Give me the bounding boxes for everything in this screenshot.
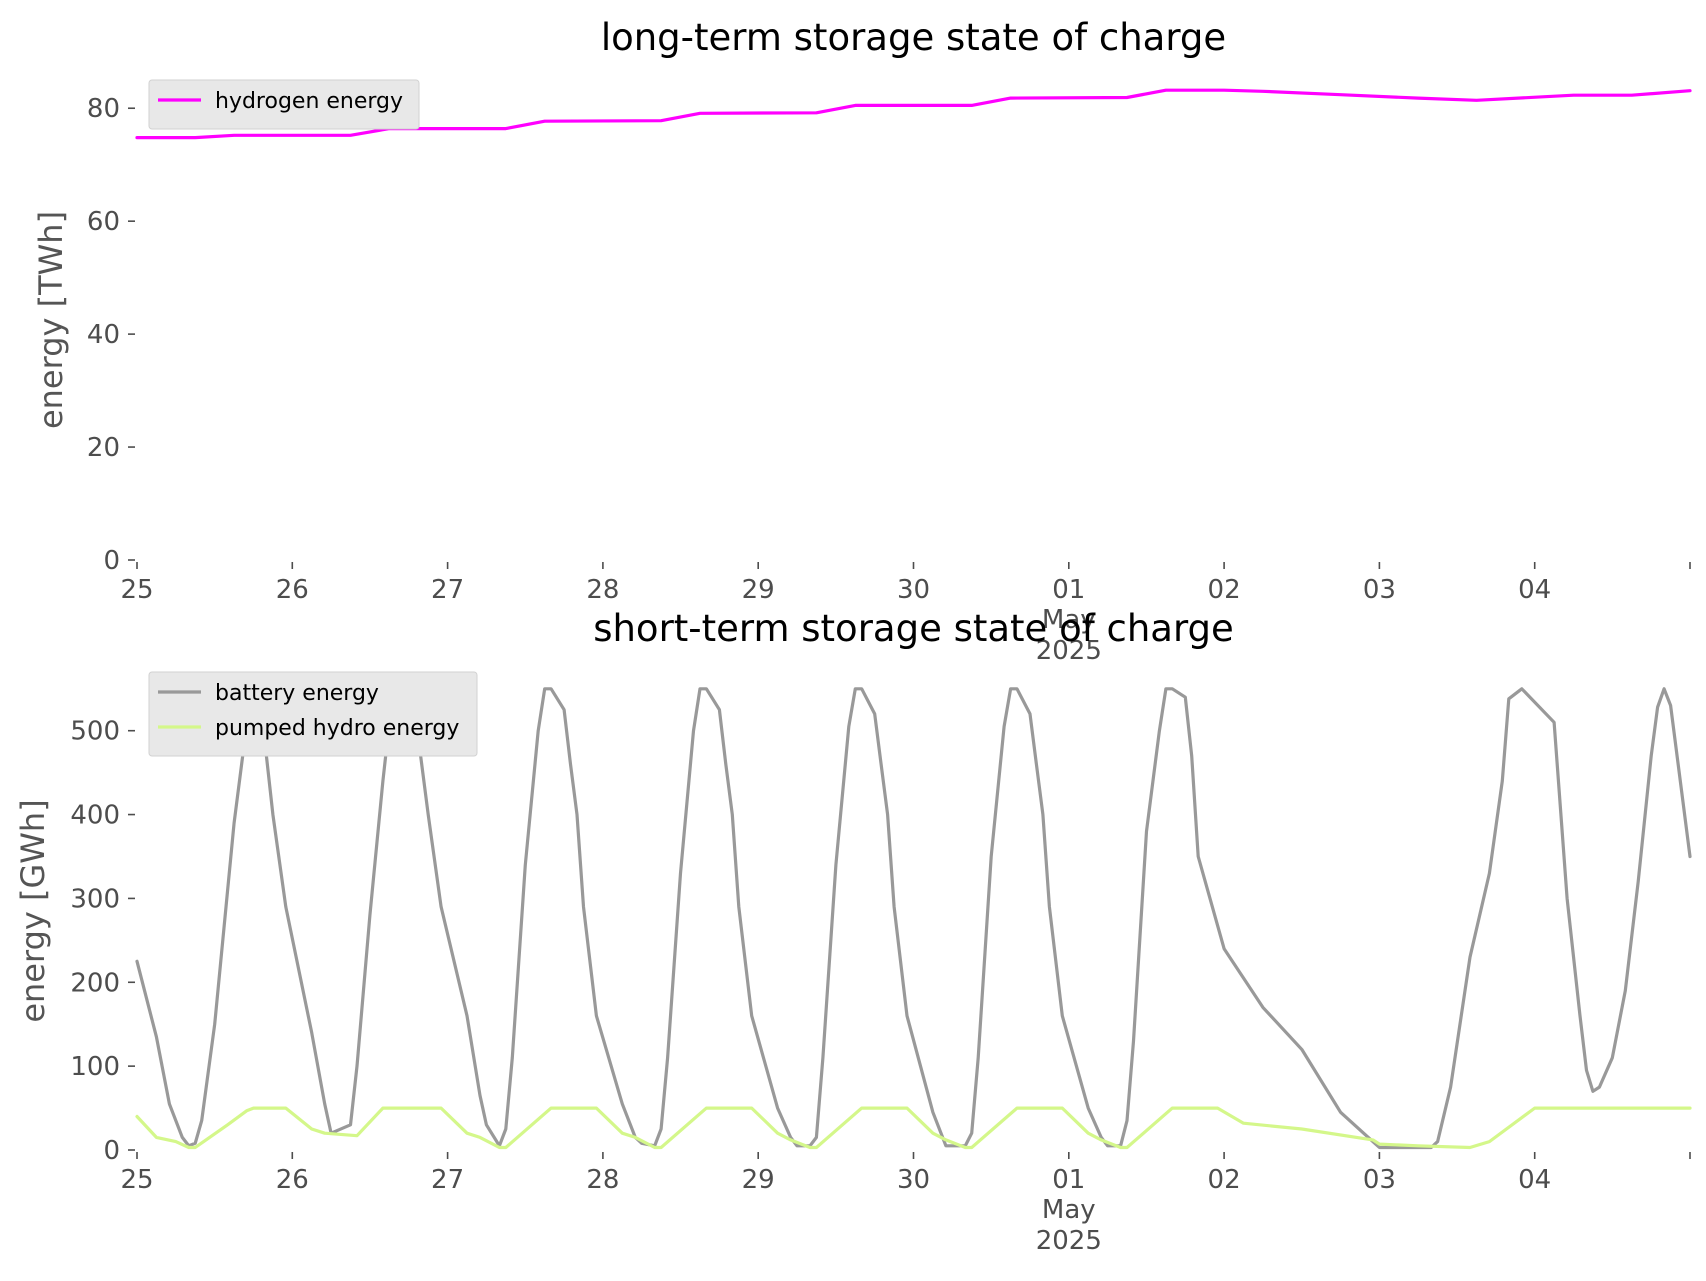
- legend-box: [148, 671, 478, 757]
- legend-box: [148, 79, 420, 130]
- legend: battery energy pumped hydro energy: [148, 671, 478, 757]
- y-tick-label: 0: [103, 546, 120, 576]
- x-tick-sublabel: May: [1042, 605, 1096, 635]
- x-tick-label: 25: [120, 1165, 153, 1195]
- y-axis-label: energy [GWh]: [14, 799, 52, 1022]
- x-tick-label: 03: [1363, 575, 1396, 605]
- x-tick-label: 30: [897, 575, 930, 605]
- series-line-hydrogen-energy: [135, 88, 1692, 140]
- x-tick-label: 29: [742, 1165, 775, 1195]
- series-line-battery-energy: [135, 687, 1692, 1150]
- x-tick-label: 01: [1052, 575, 1085, 605]
- x-tick-sublabel: 2025: [1036, 636, 1102, 666]
- x-tick-sublabel: 2025: [1036, 1226, 1102, 1256]
- x-tick-label: 29: [742, 575, 775, 605]
- x-tick-label: 28: [586, 1165, 619, 1195]
- legend-label: hydrogen energy: [215, 89, 403, 114]
- x-tick-label: 02: [1208, 1165, 1241, 1195]
- y-tick-label: 60: [87, 207, 120, 237]
- chart-panel-2: short-term storage state of charge energy…: [14, 607, 1692, 1256]
- y-tick-label: 500: [70, 717, 120, 747]
- x-tick-label: 26: [276, 1165, 309, 1195]
- y-tick-label: 40: [87, 320, 120, 350]
- x-tick-label: 27: [431, 575, 464, 605]
- x-tick-label: 26: [276, 575, 309, 605]
- x-tick-label: 25: [120, 575, 153, 605]
- chart-title: short-term storage state of charge: [593, 607, 1234, 650]
- legend: hydrogen energy: [148, 79, 420, 130]
- y-tick-label: 200: [70, 968, 120, 998]
- y-tick-label: 300: [70, 884, 120, 914]
- y-axis-label: energy [TWh]: [32, 211, 70, 429]
- x-tick-label: 04: [1518, 1165, 1551, 1195]
- chart-title: long-term storage state of charge: [601, 16, 1226, 59]
- legend-label: pumped hydro energy: [215, 716, 459, 741]
- x-tick-label: 28: [586, 575, 619, 605]
- series-line-pumped-hydro-energy: [135, 1106, 1692, 1150]
- x-tick-label: 01: [1052, 1165, 1085, 1195]
- y-tick-label: 400: [70, 801, 120, 831]
- y-tick-label: 20: [87, 433, 120, 463]
- y-tick-label: 100: [70, 1052, 120, 1082]
- y-tick-label: 0: [103, 1136, 120, 1166]
- x-tick-label: 04: [1518, 575, 1551, 605]
- y-tick-label: 80: [87, 94, 120, 124]
- x-tick-label: 27: [431, 1165, 464, 1195]
- x-tick-sublabel: May: [1042, 1195, 1096, 1225]
- legend-label: battery energy: [215, 681, 379, 706]
- chart-panel-1: long-term storage state of charge energy …: [32, 16, 1692, 666]
- x-tick-label: 03: [1363, 1165, 1396, 1195]
- x-tick-label: 02: [1208, 575, 1241, 605]
- x-tick-label: 30: [897, 1165, 930, 1195]
